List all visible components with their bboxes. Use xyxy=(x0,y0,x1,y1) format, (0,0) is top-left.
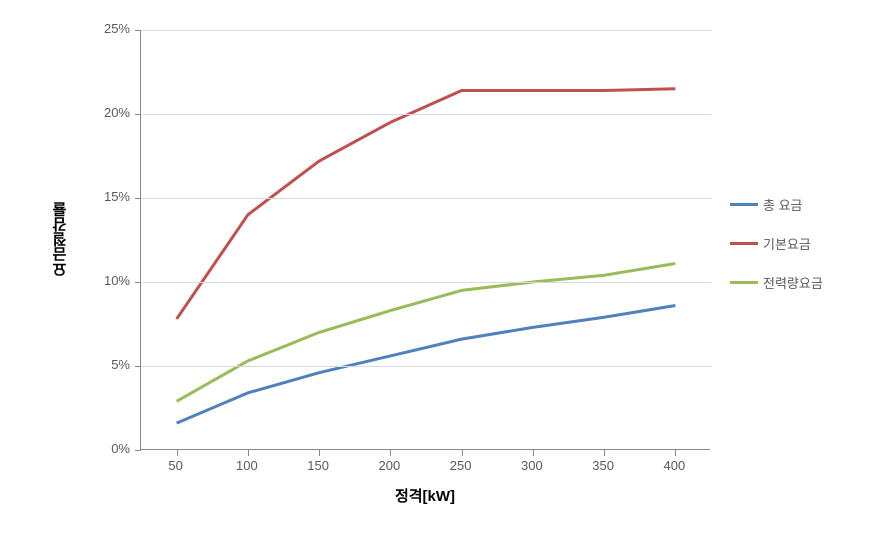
y-tick-label: 15% xyxy=(90,189,130,204)
x-tickmark xyxy=(177,450,178,456)
legend-swatch xyxy=(730,281,758,284)
legend-label: 총 요금 xyxy=(763,195,803,214)
plot-area xyxy=(140,30,710,450)
y-tick-label: 25% xyxy=(90,21,130,36)
x-tickmark xyxy=(248,450,249,456)
series-line xyxy=(177,264,676,402)
x-tick-label: 400 xyxy=(654,458,694,473)
gridline xyxy=(141,282,711,283)
x-tickmark xyxy=(675,450,676,456)
y-tickmark xyxy=(135,450,141,451)
y-tickmark xyxy=(135,282,141,283)
x-tick-label: 50 xyxy=(156,458,196,473)
y-axis-label: 요금절감률 xyxy=(50,195,71,285)
x-tick-label: 200 xyxy=(369,458,409,473)
legend: 총 요금기본요금전력량요금 xyxy=(730,195,823,312)
series-line xyxy=(177,306,676,424)
legend-swatch xyxy=(730,203,758,206)
x-tick-label: 100 xyxy=(227,458,267,473)
gridline xyxy=(141,366,711,367)
gridline xyxy=(141,114,711,115)
x-tickmark xyxy=(319,450,320,456)
y-tick-label: 0% xyxy=(90,441,130,456)
gridline xyxy=(141,30,711,31)
x-tick-label: 350 xyxy=(583,458,623,473)
y-tickmark xyxy=(135,198,141,199)
legend-label: 전력량요금 xyxy=(763,273,823,292)
series-line xyxy=(177,89,676,319)
x-axis-label: 정격[kW] xyxy=(375,485,475,506)
chart-container: 요금절감률 정격[kW] 총 요금기본요금전력량요금 0% 5% 10% 15% 20%… xyxy=(0,0,884,535)
x-tick-label: 300 xyxy=(512,458,552,473)
x-tickmark xyxy=(390,450,391,456)
x-tick-label: 150 xyxy=(298,458,338,473)
x-tickmark xyxy=(533,450,534,456)
legend-item: 기본요금 xyxy=(730,234,823,253)
gridline xyxy=(141,198,711,199)
y-tickmark xyxy=(135,30,141,31)
legend-item: 총 요금 xyxy=(730,195,823,214)
x-tickmark xyxy=(604,450,605,456)
y-tick-label: 10% xyxy=(90,273,130,288)
y-tickmark xyxy=(135,366,141,367)
x-tickmark xyxy=(462,450,463,456)
y-tickmark xyxy=(135,114,141,115)
legend-swatch xyxy=(730,242,758,245)
y-tick-label: 5% xyxy=(90,357,130,372)
legend-item: 전력량요금 xyxy=(730,273,823,292)
x-tick-label: 250 xyxy=(441,458,481,473)
y-tick-label: 20% xyxy=(90,105,130,120)
chart-lines xyxy=(141,30,711,450)
legend-label: 기본요금 xyxy=(763,234,811,253)
